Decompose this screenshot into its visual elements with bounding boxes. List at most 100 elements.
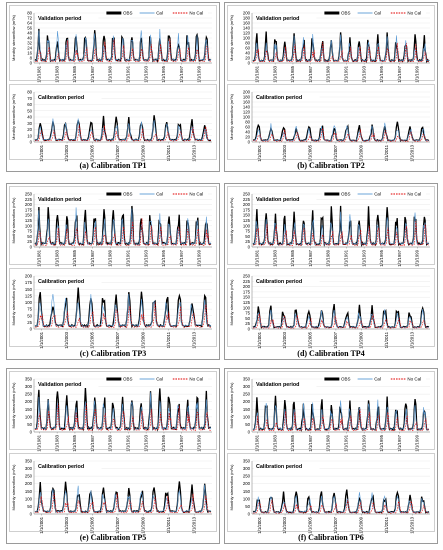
y-tick-label: 200 bbox=[25, 481, 33, 486]
x-tick-label: 1/1/1981 bbox=[36, 65, 41, 82]
y-tick-label: 0 bbox=[248, 61, 251, 66]
y-tick-label: 50 bbox=[245, 504, 250, 509]
y-axis-label: Monthly streamflow (m³/s) bbox=[229, 464, 234, 511]
y-tick-label: 150 bbox=[243, 295, 251, 300]
panel-f: Monthly streamflow (m³/s) 0 50 100 150 200 250… bbox=[224, 368, 438, 544]
calibration-title: Calibration period bbox=[256, 464, 302, 470]
y-tick-label: 25 bbox=[245, 321, 250, 326]
series-nocal-line bbox=[252, 409, 430, 432]
x-tick-label: 1/1/2013 bbox=[409, 331, 414, 348]
x-tick-label: 1/1/1991 bbox=[343, 65, 348, 82]
y-tick-label: 0 bbox=[30, 245, 33, 250]
y-tick-label: 300 bbox=[243, 466, 251, 471]
panel-b: Monthly streamflow (m³/s) 0 20 40 60 80 100 120… bbox=[224, 2, 438, 172]
calibration-svg: Monthly streamflow (m³/s) 025507510012515… bbox=[229, 274, 430, 349]
x-tick-label: 1/1/1993 bbox=[361, 65, 366, 82]
y-tick-label: 150 bbox=[25, 489, 33, 494]
y-tick-label: 0 bbox=[248, 430, 251, 435]
y-tick-label: 50 bbox=[27, 504, 32, 509]
x-tick-label: 1/1/2011 bbox=[384, 516, 389, 533]
y-tick-label: 125 bbox=[25, 293, 33, 298]
x-tick-label: 1/1/2011 bbox=[384, 144, 389, 161]
validation-svg: Monthly streamflow (m³/s) 025507510012515… bbox=[11, 191, 212, 267]
y-tick-label: 50 bbox=[27, 313, 32, 318]
calibration-title: Calibration period bbox=[256, 279, 302, 285]
series-cal-line bbox=[252, 122, 430, 142]
y-tick-label: 50 bbox=[245, 422, 250, 427]
y-tick-label: 250 bbox=[243, 392, 251, 397]
x-tick-label: 1/1/1995 bbox=[161, 65, 166, 82]
y-tick-label: 175 bbox=[25, 280, 33, 285]
y-tick-label: 175 bbox=[25, 207, 33, 212]
x-tick-label: 1/1/2003 bbox=[64, 144, 69, 161]
y-tick-label: 100 bbox=[243, 414, 251, 419]
validation-title: Validation period bbox=[38, 197, 81, 203]
series-cal-line bbox=[34, 207, 212, 246]
y-tick-label: 80 bbox=[245, 41, 250, 46]
series-obs-line bbox=[34, 387, 212, 432]
validation-title: Validation period bbox=[256, 197, 299, 203]
y-tick-label: 225 bbox=[25, 197, 33, 202]
y-tick-label: 150 bbox=[25, 407, 33, 412]
y-tick-label: 180 bbox=[243, 95, 251, 100]
x-tick-label: 1/1/1995 bbox=[379, 65, 384, 82]
panel-c: Monthly streamflow (m³/s) 0 25 50 75 100 125 15… bbox=[6, 183, 220, 360]
title-bg bbox=[254, 380, 317, 388]
y-tick-label: 10 bbox=[27, 133, 32, 138]
series-nocal-line bbox=[34, 38, 212, 63]
x-tick-label: 1/1/1983 bbox=[54, 65, 59, 82]
y-tick-label: 60 bbox=[245, 46, 250, 51]
y-tick-label: 60 bbox=[245, 125, 250, 130]
x-tick-label: 1/1/2009 bbox=[358, 144, 363, 161]
x-tick-label: 1/1/1989 bbox=[108, 434, 113, 451]
validation-svg: Monthly streamflow (m³/s) 020406080100120… bbox=[229, 10, 430, 83]
series-cal-line bbox=[34, 118, 212, 141]
x-tick-label: 1/1/1987 bbox=[308, 65, 313, 82]
y-tick-label: 225 bbox=[243, 279, 251, 284]
y-tick-label: 40 bbox=[27, 36, 32, 41]
series-obs-line bbox=[34, 28, 212, 63]
x-tick-label: 1/1/2011 bbox=[384, 331, 389, 348]
y-tick-label: 30 bbox=[27, 121, 32, 126]
series-nocal-line bbox=[34, 402, 212, 432]
x-tick-label: 1/1/2003 bbox=[282, 144, 287, 161]
x-tick-label: 1/1/2001 bbox=[39, 516, 44, 533]
x-tick-label: 1/1/1995 bbox=[161, 249, 166, 266]
calibration-title: Calibration period bbox=[38, 95, 84, 101]
validation-chart: Monthly streamflow (m³/s) 0 8 16 24 32 40 48 56 6… bbox=[9, 5, 217, 83]
x-tick-label: 1/1/2013 bbox=[191, 516, 196, 533]
x-tick-label: 1/1/2005 bbox=[90, 331, 95, 348]
x-tick-label: 1/1/1991 bbox=[343, 434, 348, 451]
calibration-title: Calibration period bbox=[256, 95, 302, 101]
y-tick-label: 125 bbox=[243, 218, 251, 223]
y-tick-label: 40 bbox=[245, 130, 250, 135]
y-axis-label: Monthly streamflow (m³/s) bbox=[11, 14, 16, 61]
x-tick-label: 1/1/1991 bbox=[125, 434, 130, 451]
series-nocal-line bbox=[252, 313, 430, 329]
series-nocal-line bbox=[252, 221, 430, 247]
series-cal-line bbox=[34, 28, 212, 62]
y-tick-label: 250 bbox=[25, 474, 33, 479]
x-tick-label: 1/1/1989 bbox=[326, 434, 331, 451]
x-tick-label: 1/1/2003 bbox=[64, 331, 69, 348]
series-cal-line bbox=[252, 33, 430, 62]
x-tick-label: 1/1/1991 bbox=[125, 65, 130, 82]
x-tick-label: 1/1/1985 bbox=[290, 249, 295, 266]
x-tick-label: 1/1/1983 bbox=[54, 249, 59, 266]
y-tick-label: 100 bbox=[25, 300, 33, 305]
x-tick-label: 1/1/1993 bbox=[143, 65, 148, 82]
x-tick-label: 1/1/2009 bbox=[140, 144, 145, 161]
y-tick-label: 16 bbox=[27, 51, 32, 56]
y-tick-label: 20 bbox=[27, 127, 32, 132]
title-bg bbox=[36, 462, 102, 470]
title-bg bbox=[254, 195, 317, 203]
x-tick-label: 1/1/2007 bbox=[333, 331, 338, 348]
title-bg bbox=[36, 93, 102, 101]
legend-bg bbox=[322, 10, 426, 16]
legend-bg bbox=[104, 376, 208, 382]
x-tick-label: 1/1/1981 bbox=[254, 249, 259, 266]
y-tick-label: 20 bbox=[245, 56, 250, 61]
y-tick-label: 200 bbox=[243, 11, 251, 16]
y-tick-label: 150 bbox=[243, 407, 251, 412]
